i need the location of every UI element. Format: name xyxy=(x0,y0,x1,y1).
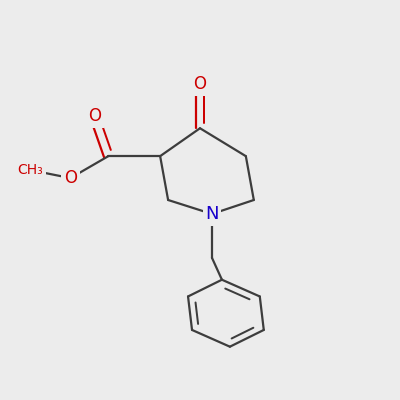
Text: O: O xyxy=(88,107,101,125)
Text: N: N xyxy=(205,205,219,223)
Text: O: O xyxy=(64,169,77,187)
Text: O: O xyxy=(194,76,206,94)
Text: CH₃: CH₃ xyxy=(18,163,44,177)
